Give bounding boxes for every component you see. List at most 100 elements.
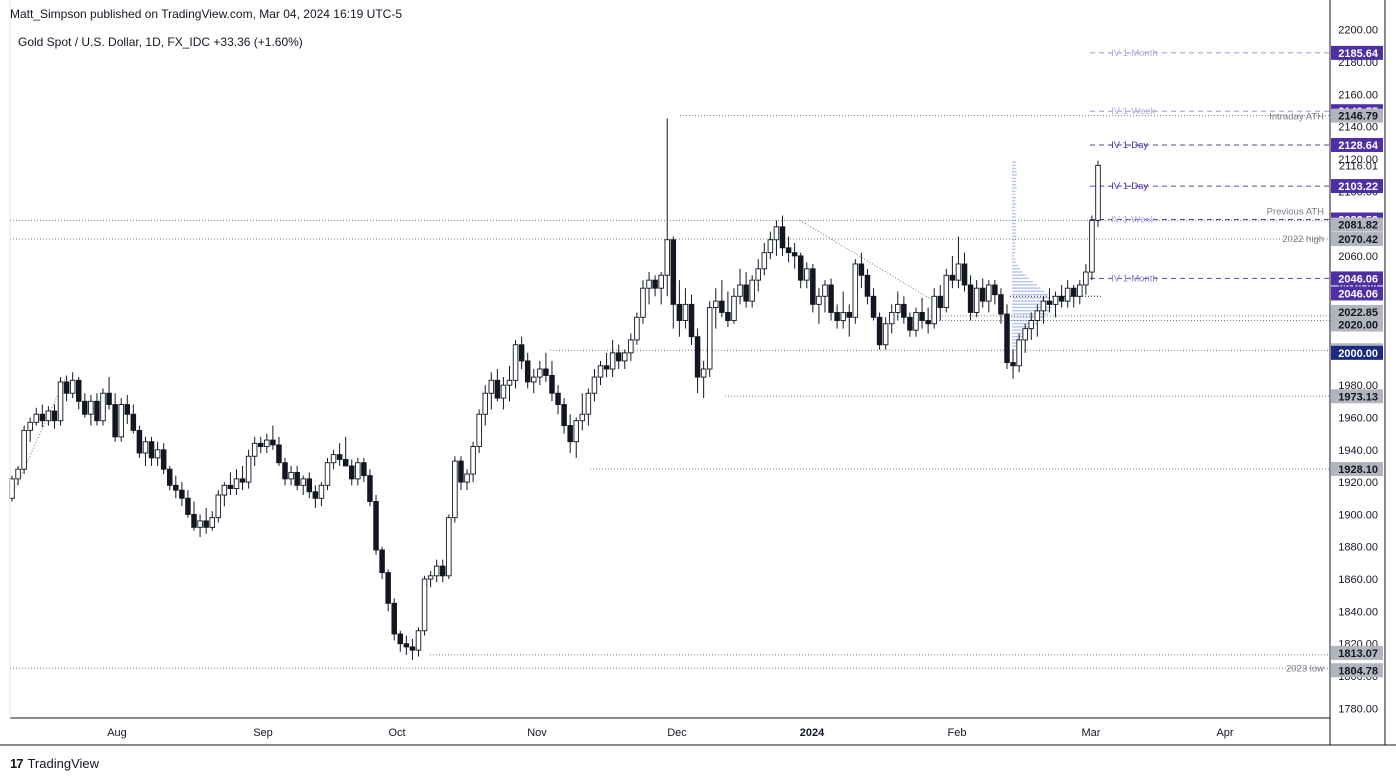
candle[interactable]	[974, 280, 979, 317]
candle[interactable]	[1096, 161, 1101, 227]
candle[interactable]	[695, 329, 700, 394]
candle[interactable]	[1011, 350, 1016, 379]
candle[interactable]	[410, 639, 415, 660]
candle[interactable]	[877, 312, 882, 349]
candle[interactable]	[149, 437, 154, 466]
candle[interactable]	[980, 279, 985, 308]
candle[interactable]	[374, 495, 379, 555]
candle[interactable]	[107, 377, 112, 409]
candle[interactable]	[677, 280, 682, 337]
candle[interactable]	[240, 466, 245, 490]
candle[interactable]	[246, 450, 251, 489]
candle[interactable]	[926, 308, 931, 334]
candle[interactable]	[404, 636, 409, 655]
candle[interactable]	[1084, 264, 1089, 295]
candle[interactable]	[853, 259, 858, 324]
candle[interactable]	[914, 308, 919, 337]
candle[interactable]	[859, 253, 864, 289]
candle[interactable]	[83, 393, 88, 417]
candle[interactable]	[592, 369, 597, 401]
candle[interactable]	[52, 405, 57, 429]
candle[interactable]	[999, 288, 1004, 324]
candle[interactable]	[519, 337, 524, 369]
candle[interactable]	[434, 560, 439, 583]
candle[interactable]	[1023, 324, 1028, 353]
candle[interactable]	[46, 406, 51, 425]
candle[interactable]	[362, 458, 367, 482]
candle[interactable]	[713, 288, 718, 328]
candle[interactable]	[707, 301, 712, 377]
candle[interactable]	[944, 269, 949, 313]
candle[interactable]	[538, 361, 543, 385]
candle[interactable]	[343, 437, 348, 466]
candle[interactable]	[1035, 304, 1040, 336]
tradingview-logo[interactable]: 17 TradingView	[10, 756, 99, 771]
candle[interactable]	[726, 291, 731, 327]
candle[interactable]	[580, 393, 585, 430]
candle[interactable]	[252, 437, 257, 466]
candle[interactable]	[701, 361, 706, 398]
candle[interactable]	[477, 409, 482, 453]
candle[interactable]	[683, 288, 688, 328]
candle[interactable]	[137, 426, 142, 458]
candle[interactable]	[665, 119, 670, 297]
candle[interactable]	[198, 514, 203, 537]
candle[interactable]	[556, 385, 561, 414]
candle[interactable]	[1005, 304, 1010, 369]
candle[interactable]	[337, 443, 342, 466]
candle[interactable]	[301, 476, 306, 495]
candle[interactable]	[447, 514, 452, 579]
candle[interactable]	[610, 340, 615, 377]
candle[interactable]	[962, 253, 967, 292]
candle[interactable]	[829, 279, 834, 321]
candle[interactable]	[750, 275, 755, 307]
candle[interactable]	[386, 569, 391, 611]
candle[interactable]	[283, 458, 288, 485]
candle[interactable]	[95, 393, 100, 425]
candle[interactable]	[932, 288, 937, 328]
candle[interactable]	[908, 312, 913, 336]
candle[interactable]	[938, 285, 943, 321]
candle[interactable]	[762, 243, 767, 275]
candle[interactable]	[604, 353, 609, 377]
candle[interactable]	[950, 256, 955, 288]
candle[interactable]	[804, 262, 809, 288]
candle[interactable]	[786, 237, 791, 263]
candle[interactable]	[356, 458, 361, 485]
candle[interactable]	[489, 372, 494, 409]
candle[interactable]	[143, 437, 148, 466]
candle[interactable]	[234, 469, 239, 495]
candle[interactable]	[811, 264, 816, 312]
candle[interactable]	[119, 398, 124, 442]
candle[interactable]	[440, 560, 445, 583]
candle[interactable]	[398, 631, 403, 652]
candle[interactable]	[349, 459, 354, 485]
candle[interactable]	[883, 317, 888, 349]
candles[interactable]	[10, 119, 1101, 660]
candle[interactable]	[113, 393, 118, 441]
candle[interactable]	[635, 312, 640, 344]
candle[interactable]	[34, 408, 39, 426]
candle[interactable]	[459, 456, 464, 490]
candle[interactable]	[986, 280, 991, 312]
candle[interactable]	[629, 333, 634, 360]
candle[interactable]	[544, 353, 549, 382]
candle[interactable]	[307, 472, 312, 498]
candle[interactable]	[1065, 280, 1070, 307]
candle[interactable]	[562, 398, 567, 434]
candle[interactable]	[501, 377, 506, 409]
candle[interactable]	[689, 295, 694, 345]
candle[interactable]	[228, 472, 233, 495]
candle[interactable]	[1090, 216, 1095, 281]
candle[interactable]	[186, 490, 191, 517]
candle[interactable]	[671, 237, 676, 329]
candle[interactable]	[507, 366, 512, 402]
candle[interactable]	[568, 414, 573, 453]
candle[interactable]	[1059, 285, 1064, 308]
candle[interactable]	[58, 377, 63, 425]
candle[interactable]	[1071, 285, 1076, 308]
candle[interactable]	[295, 466, 300, 490]
candle[interactable]	[653, 275, 658, 296]
candle[interactable]	[222, 482, 227, 506]
candle[interactable]	[1047, 288, 1052, 312]
